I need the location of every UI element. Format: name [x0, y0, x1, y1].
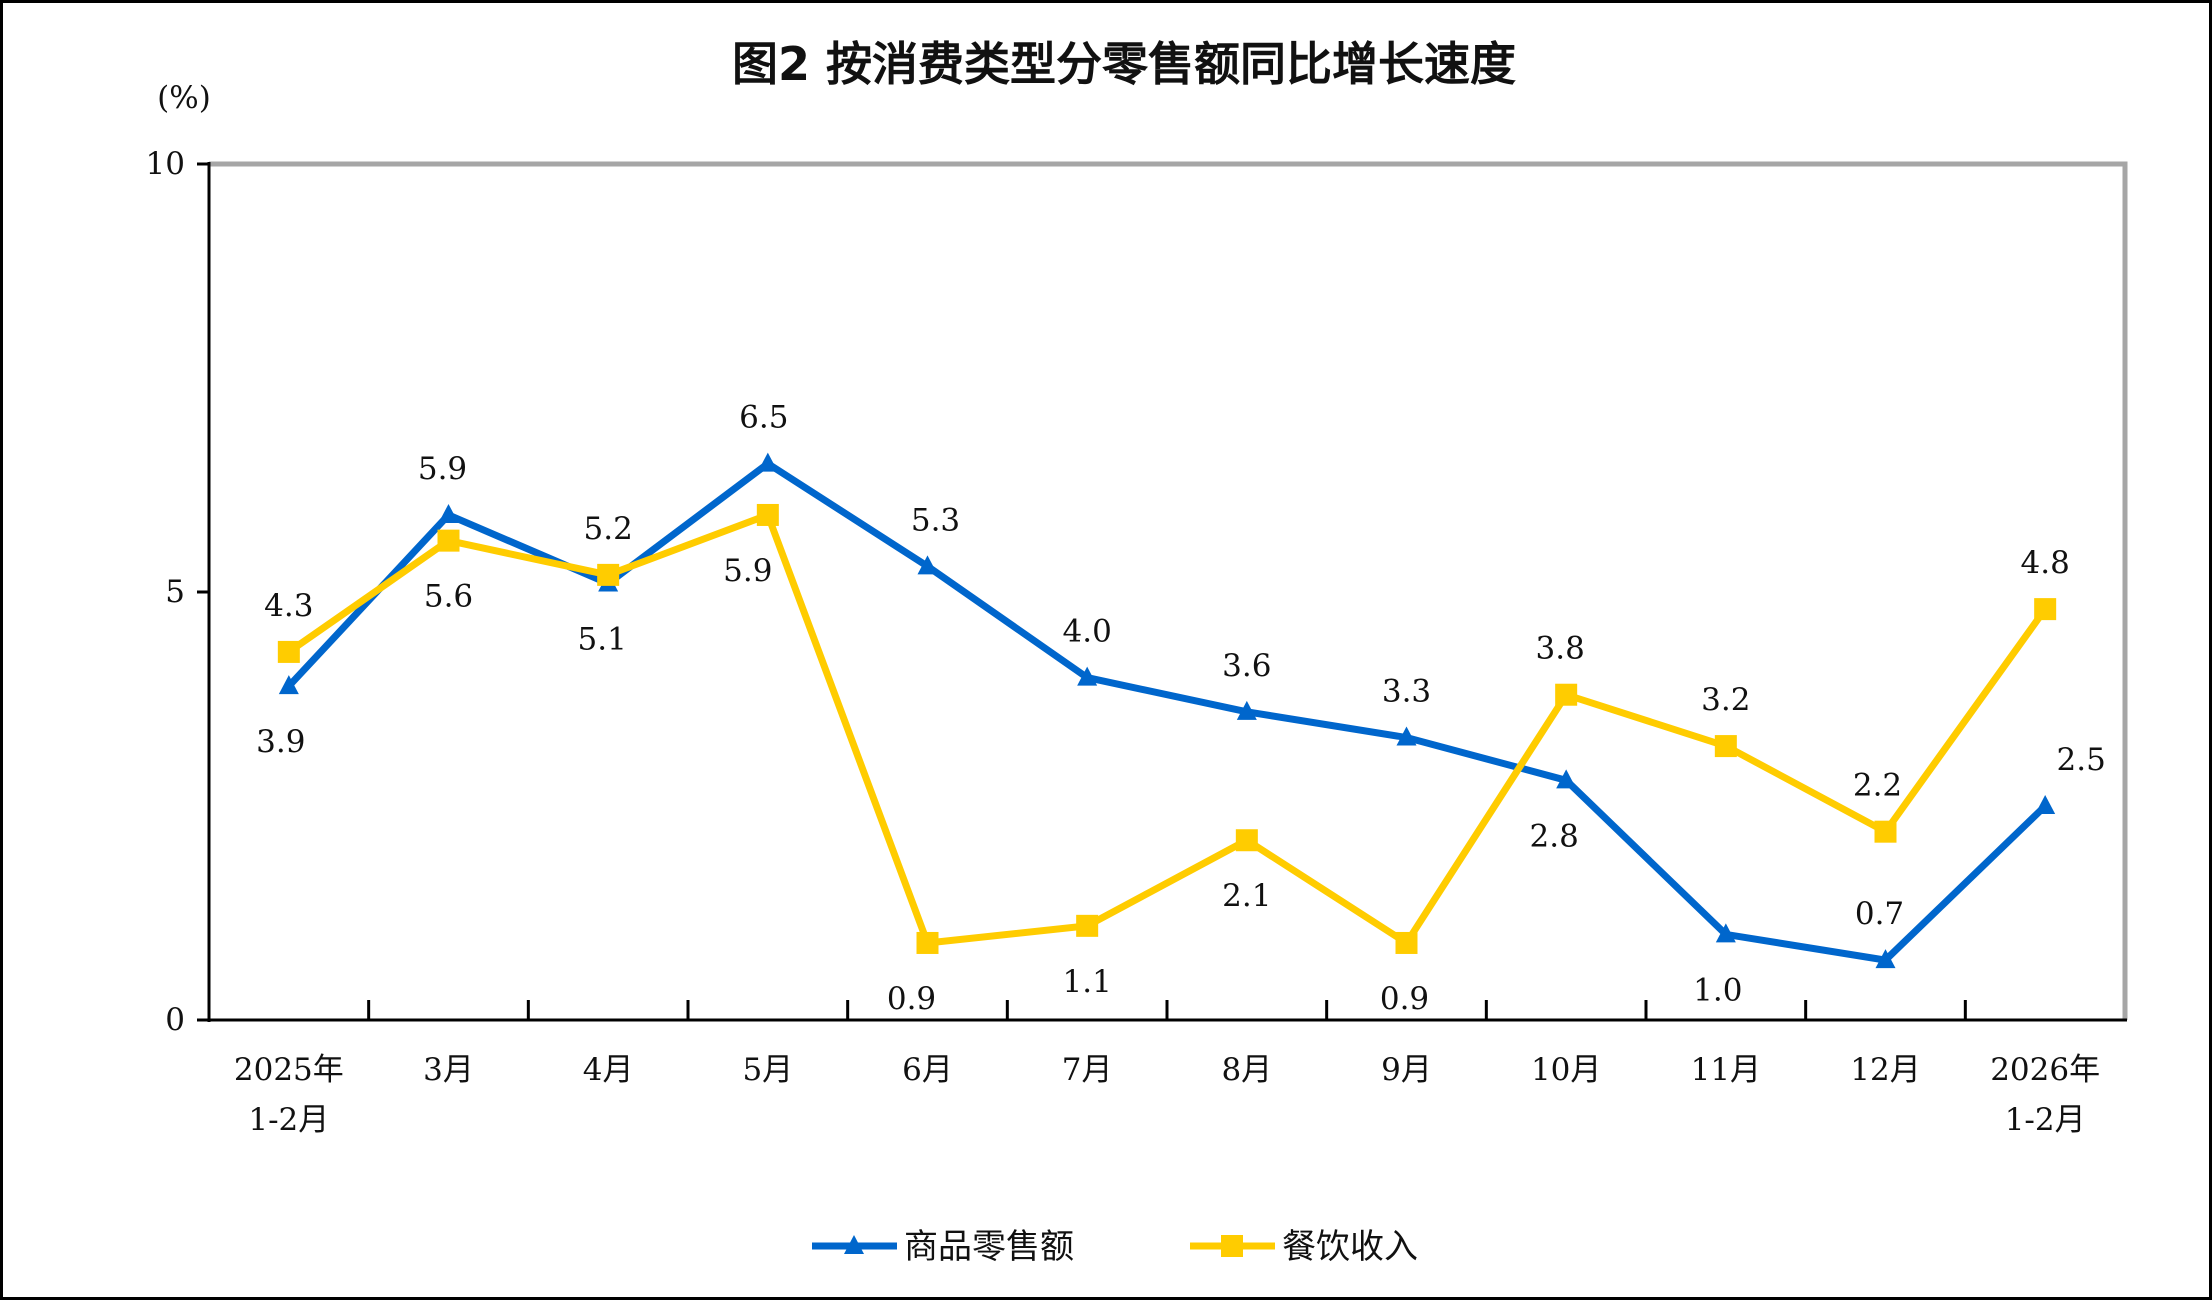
goods-marker — [1715, 923, 1736, 943]
y-tick-label: 5 — [165, 574, 185, 610]
y-tick-label: 0 — [165, 1002, 185, 1038]
x-tick-label: 9月 — [1381, 1052, 1432, 1088]
goods-marker — [917, 555, 938, 575]
data-label: 5.2 — [584, 511, 633, 547]
catering-marker — [756, 503, 779, 526]
catering-marker — [1395, 931, 1418, 954]
catering-marker — [916, 931, 939, 954]
data-label: 4.0 — [1063, 614, 1112, 650]
x-tick-label: 1-2月 — [2005, 1102, 2086, 1138]
series-line-1 — [286, 510, 2049, 948]
data-label: 0.9 — [887, 981, 936, 1017]
x-tick-label: 3月 — [423, 1052, 474, 1088]
y-tick-label: 10 — [146, 146, 185, 182]
data-label: 5.9 — [418, 451, 467, 487]
x-tick-label: 8月 — [1221, 1052, 1272, 1088]
catering-marker — [597, 563, 620, 586]
goods-marker — [438, 503, 459, 523]
goods-marker — [2035, 795, 2056, 814]
data-label: 2.5 — [2057, 742, 2106, 778]
catering-marker — [437, 529, 460, 552]
data-label: 2.2 — [1853, 768, 1902, 804]
data-label: 3.9 — [256, 724, 305, 760]
data-label: 1.1 — [1063, 964, 1112, 1000]
legend-triangle-icon — [844, 1235, 864, 1254]
x-tick-label: 4月 — [583, 1052, 634, 1088]
chart-title: 图2 按消费类型分零售额同比增长速度 — [732, 37, 1516, 91]
data-label: 5.1 — [578, 621, 627, 657]
catering-marker — [1874, 820, 1897, 843]
data-label: 5.3 — [911, 502, 960, 538]
legend-label: 商品零售额 — [904, 1227, 1074, 1267]
goods-marker — [1875, 949, 1896, 969]
goods-marker — [278, 675, 299, 695]
catering-marker — [1235, 829, 1258, 852]
plot-frame — [209, 161, 2128, 1020]
goods-marker — [1236, 700, 1257, 720]
data-label: 3.2 — [1701, 682, 1750, 718]
data-label: 3.3 — [1382, 674, 1431, 710]
goods-marker — [1556, 769, 1577, 789]
data-label: 5.9 — [723, 553, 772, 589]
goods-marker — [1077, 666, 1098, 686]
y-axis-unit: (%) — [157, 80, 211, 116]
x-tick-label: 10月 — [1531, 1052, 1601, 1088]
x-tick-label: 7月 — [1062, 1052, 1113, 1088]
data-label: 6.5 — [739, 400, 788, 436]
legend-label: 餐饮收入 — [1282, 1227, 1418, 1267]
data-label: 1.0 — [1693, 972, 1742, 1008]
x-tick-label: 11月 — [1691, 1052, 1761, 1088]
catering-marker — [1076, 914, 1099, 937]
data-label: 5.6 — [424, 579, 473, 615]
x-tick-label: 2025年 — [234, 1052, 344, 1088]
x-tick-label: 5月 — [742, 1052, 793, 1088]
data-label: 0.9 — [1380, 981, 1429, 1017]
data-label: 3.6 — [1222, 648, 1271, 684]
x-tick-label: 1-2月 — [248, 1102, 329, 1138]
data-label: 2.8 — [1530, 818, 1579, 854]
data-label: 4.8 — [2021, 545, 2070, 581]
catering-marker — [2034, 598, 2057, 621]
data-label: 3.8 — [1536, 631, 1585, 667]
data-label: 4.3 — [264, 588, 313, 624]
legend-square-icon — [1221, 1235, 1243, 1257]
data-label: 0.7 — [1855, 896, 1904, 932]
data-label: 2.1 — [1222, 878, 1271, 914]
goods-marker — [1396, 726, 1417, 746]
catering-marker — [1555, 683, 1578, 706]
goods-marker — [757, 452, 778, 472]
x-tick-label: 2026年 — [1990, 1052, 2100, 1088]
catering-marker — [1714, 735, 1737, 758]
x-tick-label: 12月 — [1850, 1052, 1920, 1088]
x-tick-label: 6月 — [902, 1052, 953, 1088]
catering-marker — [277, 640, 300, 663]
